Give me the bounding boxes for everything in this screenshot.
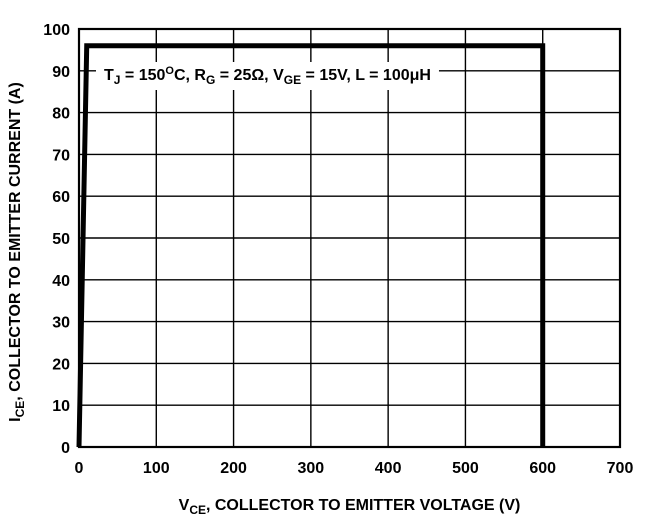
y-tick-label: 20 xyxy=(52,356,70,373)
annotation-part: J xyxy=(114,73,121,87)
annotation-part: O xyxy=(165,65,174,77)
y-tick-label: 50 xyxy=(52,231,70,248)
series-line xyxy=(76,43,546,448)
x-tick-label: 500 xyxy=(452,460,479,477)
y-tick-label: 70 xyxy=(52,147,70,164)
y-tick-label: 40 xyxy=(52,273,70,290)
y-tick-label: 30 xyxy=(52,315,70,332)
x-tick-label: 200 xyxy=(220,460,247,477)
x-tick-label: 0 xyxy=(75,460,84,477)
y-axis-label: ICE, COLLECTOR TO EMITTER CURRENT (A) xyxy=(7,82,27,422)
annotation-part: GE xyxy=(284,73,301,87)
x-axis-label-subscript: CE xyxy=(189,503,206,517)
annotation-text: TJ = 150OC, RG = 25Ω, VGE = 15V, L = 100… xyxy=(104,65,431,87)
plot-frame xyxy=(77,27,622,449)
annotation-part: C, R xyxy=(174,67,206,84)
y-axis-label-text: , COLLECTOR TO EMITTER CURRENT (A) xyxy=(7,82,24,401)
y-tick-label: 10 xyxy=(52,398,70,415)
y-tick-label: 0 xyxy=(61,440,70,457)
annotation-part: T xyxy=(104,67,114,84)
annotation-part: = 25Ω, V xyxy=(215,67,284,84)
x-axis-label: VCE, COLLECTOR TO EMITTER VOLTAGE (V) xyxy=(179,497,521,517)
y-axis-label-symbol: I xyxy=(7,417,24,421)
x-tick-label: 300 xyxy=(298,460,325,477)
annotation-part: G xyxy=(206,73,215,87)
x-tick-label: 600 xyxy=(529,460,556,477)
y-axis-label-subscript: CE xyxy=(13,401,27,418)
x-axis-label-symbol: V xyxy=(179,497,190,514)
y-tick-label: 90 xyxy=(52,64,70,81)
y-tick-label: 60 xyxy=(52,189,70,206)
x-tick-label: 700 xyxy=(607,460,634,477)
x-axis-label-text: , COLLECTOR TO EMITTER VOLTAGE (V) xyxy=(206,497,520,514)
annotation-part: = 15V, L = 100μH xyxy=(301,67,431,84)
annotation-part: = 150 xyxy=(120,67,165,84)
series-layer xyxy=(76,43,546,448)
x-tick-label: 100 xyxy=(143,460,170,477)
y-tick-label: 80 xyxy=(52,106,70,123)
tick-label-layer: 0 100 200 300 400 500 600 700 0 10 20 30 40 50 60 70 80 9… xyxy=(43,22,633,477)
y-tick-label: 100 xyxy=(43,22,70,39)
x-tick-label: 400 xyxy=(375,460,402,477)
annotation-background xyxy=(96,62,439,90)
